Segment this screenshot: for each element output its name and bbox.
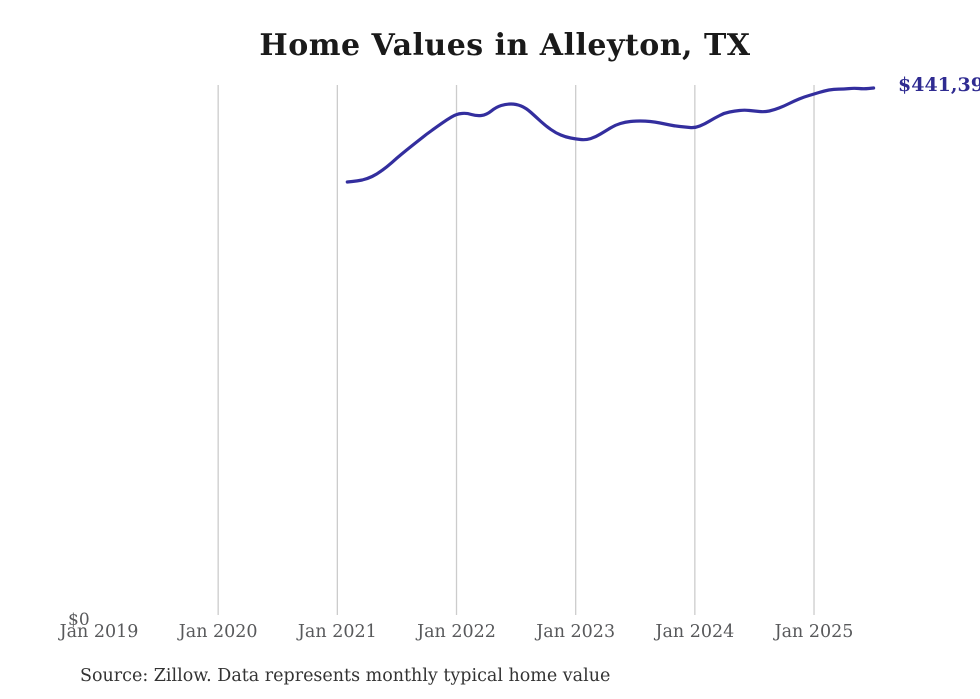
x-axis-tick-label: Jan 2025 [774,622,854,642]
source-note: Source: Zillow. Data represents monthly … [80,666,611,686]
x-axis-tick-label: Jan 2022 [417,622,496,642]
x-axis-tick-label: Jan 2021 [297,622,377,642]
home-value-line [345,86,876,184]
x-axis-tick-label: Jan 2019 [59,622,139,642]
x-axis-tick-label: Jan 2024 [655,622,735,642]
vertical-gridlines [217,85,815,615]
x-axis-tick-label: Jan 2020 [178,622,258,642]
chart-title: Home Values in Alleyton, TX [259,28,751,63]
y-axis-zero-label: $0 [68,610,90,630]
x-axis-tick-label: Jan 2023 [536,622,616,642]
latest-value-label: $441,399 [898,74,980,96]
